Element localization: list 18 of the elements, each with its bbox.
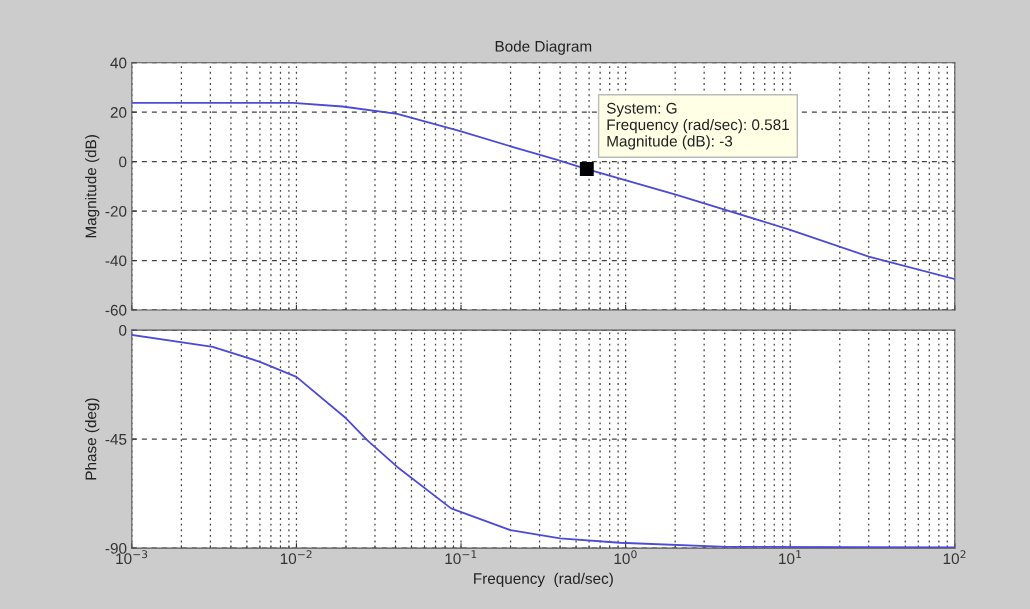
x-tick-label: 10$^{0}$ (614, 550, 637, 565)
y-tick-label: 0 (119, 324, 127, 336)
annotation: System: G Frequency (rad/sec): 0.581 Magnitude (dB): -3 (606, 102, 789, 150)
y-tick-label: 40 (110, 57, 127, 69)
y-axis-title: Phase (deg) (85, 398, 100, 480)
x-tick-label: 10$^{1}$ (779, 550, 801, 565)
y-axis-title: Magnitude (dB) (85, 135, 100, 238)
x-axis-title: Frequency (rad/sec) (474, 572, 613, 587)
y-tick-label: -45 (105, 434, 127, 445)
chart-title: Bode Diagram (495, 40, 592, 55)
x-tick-label: 10$^{−1}$ (445, 550, 477, 565)
x-tick-label: 10$^{2}$ (943, 550, 966, 565)
y-tick-label: -60 (105, 304, 127, 316)
x-tick-label: 10$^{−2}$ (280, 550, 312, 565)
y-tick-label: -40 (105, 255, 127, 267)
y-tick-label: 20 (110, 107, 127, 118)
y-tick-label: 0 (119, 156, 127, 168)
y-tick-label: -20 (105, 205, 127, 217)
